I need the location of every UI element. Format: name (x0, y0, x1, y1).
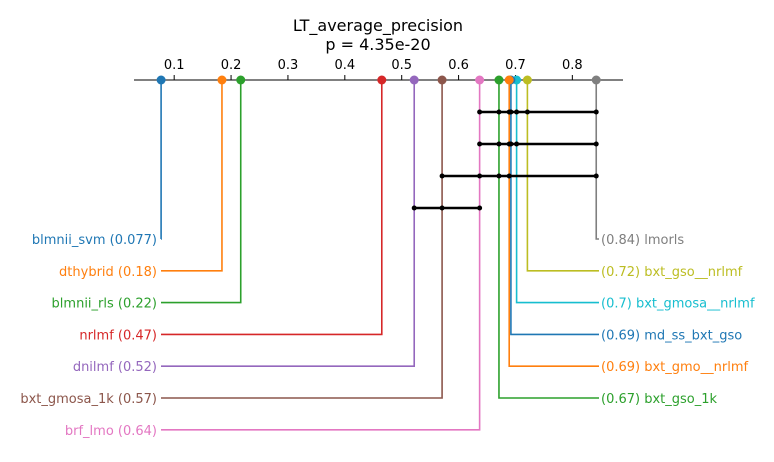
tick-label: 0.7 (505, 58, 526, 73)
method-label: dthybrid (0.18) (59, 265, 157, 280)
clique-member-dot (593, 109, 599, 115)
method-marker (494, 75, 504, 85)
clique-member-dot (514, 141, 520, 147)
method-line (161, 80, 481, 431)
method-label: bxt_gmosa_1k (0.57) (20, 392, 157, 407)
tick-label: 0.5 (391, 58, 412, 73)
tick-label: 0.1 (164, 58, 185, 73)
clique-member-dot (477, 173, 483, 179)
clique-member-dot (593, 173, 599, 179)
method-marker (236, 75, 246, 85)
method-label: (0.84) lmorls (601, 233, 684, 248)
clique-member-dot (508, 141, 514, 147)
method-marker (409, 75, 419, 85)
method-marker (475, 75, 485, 85)
tick-label: 0.8 (562, 58, 583, 73)
method-line (161, 80, 443, 399)
clique-member-dot (496, 141, 502, 147)
method-marker (437, 75, 447, 85)
clique-member-dot (477, 141, 483, 147)
method-label: brf_lmo (0.64) (65, 424, 157, 439)
clique-member-dot (477, 205, 483, 211)
method-label: (0.7) bxt_gmosa__nrlmf (601, 297, 755, 312)
clique-member-dot (508, 109, 514, 115)
method-marker (522, 75, 532, 85)
chart-title: LT_average_precision (293, 16, 463, 36)
method-label: (0.72) bxt_gso__nrlmf (601, 265, 743, 280)
method-markers (156, 75, 601, 85)
method-labels: blmnii_svm (0.077) dthybrid (0.18) blmnii_… (20, 233, 755, 439)
method-marker (377, 75, 387, 85)
method-line (161, 80, 383, 336)
method-line (161, 80, 416, 368)
tick-label: 0.3 (278, 58, 299, 73)
method-line (515, 80, 599, 304)
clique-member-dot (524, 109, 530, 115)
axis-ticks: 0.1 0.2 0.3 0.4 0.5 0.6 0.7 0.8 (164, 58, 583, 80)
clique-member-dot (411, 205, 417, 211)
clique-bars (411, 109, 599, 211)
method-label: (0.67) bxt_gso_1k (601, 392, 718, 407)
method-label: blmnii_svm (0.077) (32, 233, 157, 248)
clique-member-dot (439, 205, 445, 211)
method-label: (0.69) bxt_gmo__nrlmf (601, 360, 748, 375)
clique-member-dot (593, 141, 599, 147)
method-line (498, 80, 599, 399)
clique-member-dot (506, 173, 512, 179)
tick-label: 0.6 (448, 58, 469, 73)
method-label: (0.69) md_ss_bxt_gso (601, 328, 742, 343)
clique-member-dot (496, 173, 502, 179)
tick-label: 0.2 (221, 58, 242, 73)
method-line (161, 80, 242, 304)
method-marker (217, 75, 227, 85)
chart-subtitle: p = 4.35e-20 (325, 35, 430, 54)
clique-member-dot (514, 109, 520, 115)
method-line (161, 80, 223, 272)
clique-member-dot (439, 173, 445, 179)
method-marker (504, 75, 514, 85)
tick-label: 0.4 (334, 58, 355, 73)
clique-member-dot (496, 109, 502, 115)
method-lines (160, 80, 599, 431)
method-marker (591, 75, 601, 85)
method-line (508, 80, 599, 368)
method-label: blmnii_rls (0.22) (52, 297, 157, 312)
method-line (595, 80, 599, 240)
method-line (510, 80, 599, 336)
method-label: nrlmf (0.47) (79, 328, 157, 343)
clique-member-dot (477, 109, 483, 115)
method-marker (156, 75, 166, 85)
method-label: dnilmf (0.52) (73, 360, 157, 375)
